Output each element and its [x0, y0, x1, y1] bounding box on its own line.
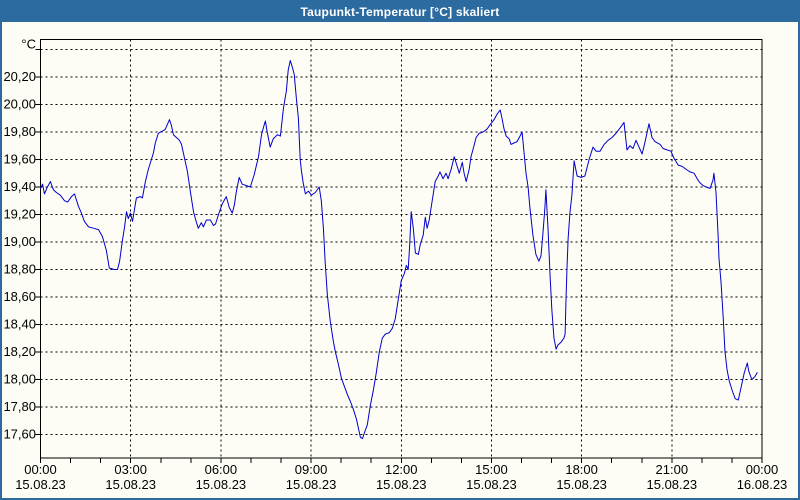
x-axis-time-label: 00:00	[746, 462, 779, 477]
temperature-line	[40, 60, 758, 440]
x-axis-time-label: 12:00	[385, 462, 418, 477]
y-axis-label: 19,00	[3, 234, 36, 249]
x-axis-date-label: 15.08.23	[286, 477, 337, 492]
x-axis-date-label: 15.08.23	[15, 477, 66, 492]
x-axis-date-label: 15.08.23	[376, 477, 427, 492]
x-axis-time-label: 06:00	[205, 462, 238, 477]
x-axis-date-label: 16.08.23	[737, 477, 788, 492]
chart-svg: 20,20 20,00 19,80 19,60 19,40 19,20 19,00 18,80…	[3, 37, 788, 493]
y-axis-label: 18,00	[3, 372, 36, 387]
y-axis-label: 18,80	[3, 262, 36, 277]
y-axis-label: 19,60	[3, 152, 36, 167]
x-axis-date-label: 15.08.23	[647, 477, 698, 492]
y-axis-label: 18,40	[3, 317, 36, 332]
x-axis-time-label: 03:00	[114, 462, 147, 477]
x-axis-date-label: 15.08.23	[196, 477, 247, 492]
plot-border	[40, 39, 763, 459]
window-titlebar[interactable]: Taupunkt-Temperatur [°C] skaliert	[2, 2, 798, 22]
x-axis-date-label: 15.08.23	[556, 477, 607, 492]
x-axis-time-label: 00:00	[24, 462, 57, 477]
y-axis-label: 19,80	[3, 124, 36, 139]
x-axis-time-label: 15:00	[475, 462, 508, 477]
y-axis-label: 20,00	[3, 97, 36, 112]
y-axis-label: 19,20	[3, 207, 36, 222]
x-axis-date-label: 15.08.23	[466, 477, 517, 492]
x-axis-time-label: 09:00	[295, 462, 328, 477]
x-axis-time-label: 21:00	[656, 462, 689, 477]
y-axis-label: 17,80	[3, 399, 36, 414]
y-axis-label: 18,20	[3, 344, 36, 359]
x-axis-time-label: 18:00	[565, 462, 598, 477]
y-axis-label: 19,40	[3, 179, 36, 194]
x-axis-date-label: 15.08.23	[105, 477, 156, 492]
chart-content: 20,20 20,00 19,80 19,60 19,40 19,20 19,00 18,80…	[2, 22, 798, 498]
y-axis-label: 17,60	[3, 427, 36, 442]
y-axis-label: 18,60	[3, 289, 36, 304]
y-axis-label: 20,20	[3, 69, 36, 84]
y-axis-unit-label: °C	[21, 37, 36, 52]
window-title: Taupunkt-Temperatur [°C] skaliert	[300, 5, 500, 19]
